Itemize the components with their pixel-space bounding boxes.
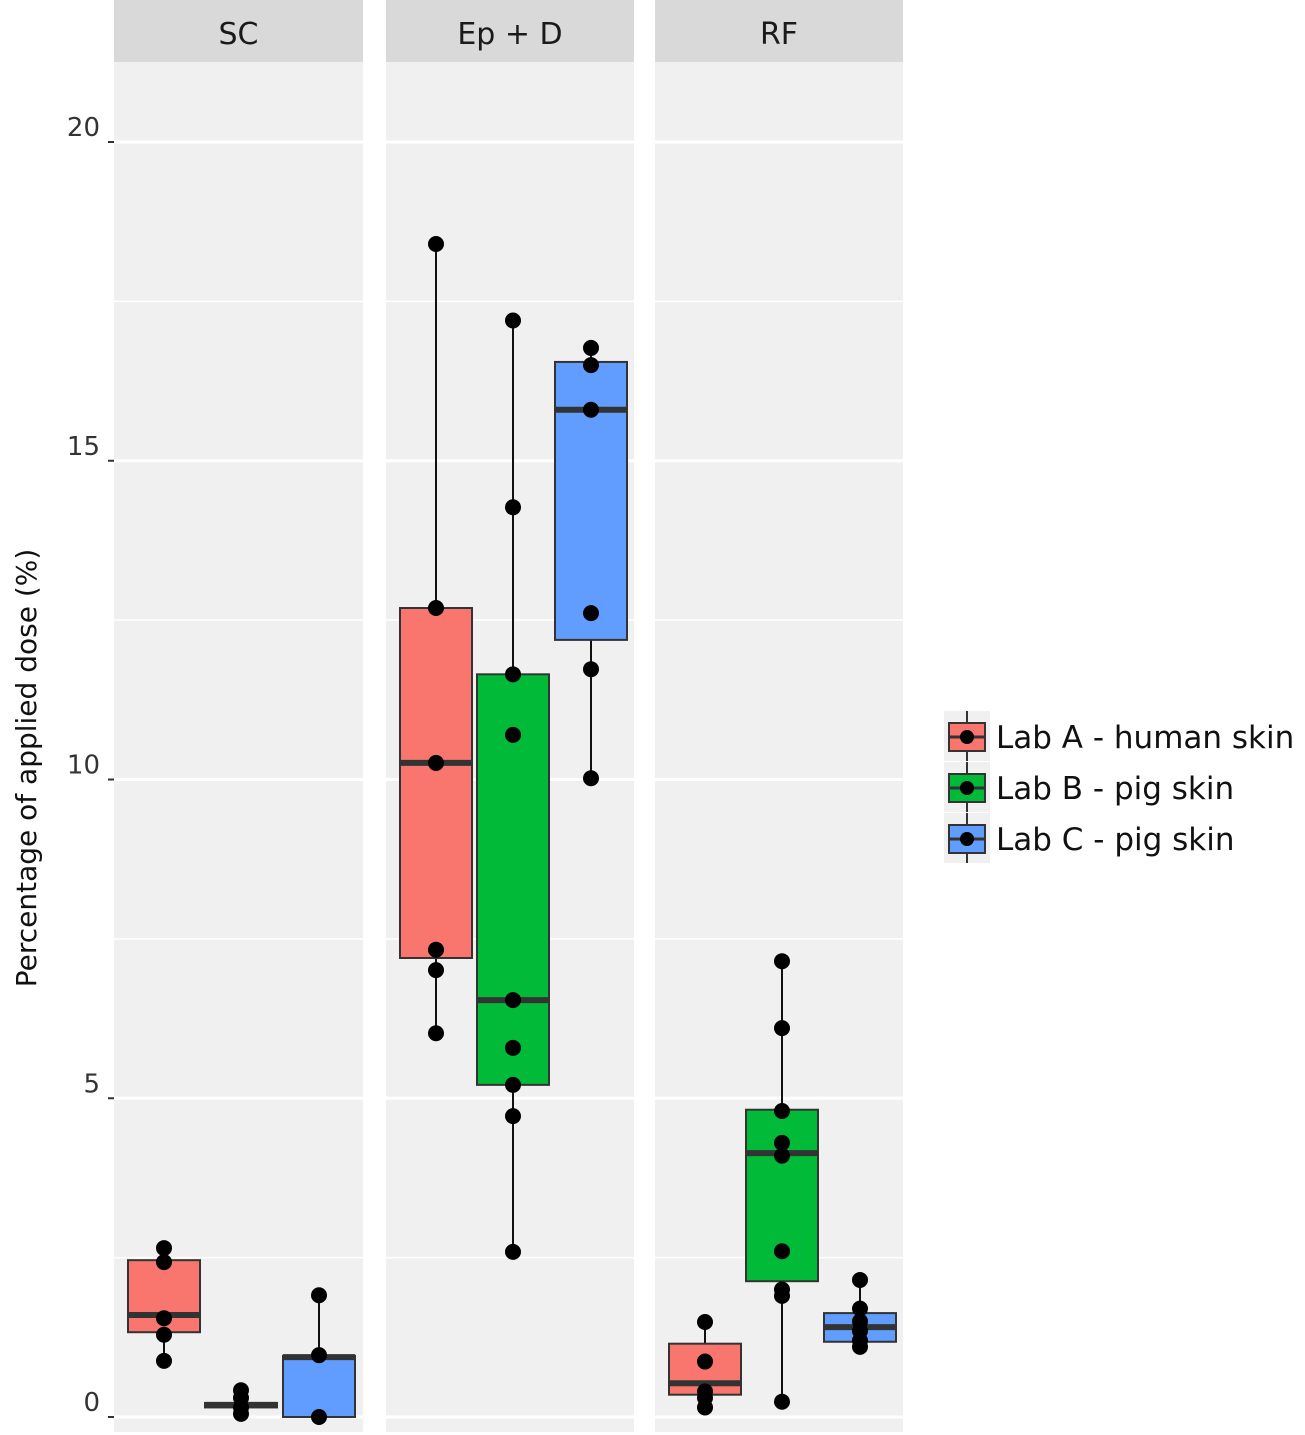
legend-key-point xyxy=(960,832,974,846)
data-point xyxy=(505,1039,521,1056)
legend-item: Lab C - pig skin xyxy=(944,813,1235,863)
legend-item: Lab B - pig skin xyxy=(944,762,1234,812)
data-point xyxy=(505,992,521,1009)
data-point xyxy=(311,1409,327,1425)
data-point xyxy=(774,953,790,970)
data-point xyxy=(774,1103,790,1119)
facet-label: SC xyxy=(219,17,259,52)
box-SC-2 xyxy=(282,1287,356,1425)
data-point xyxy=(852,1300,868,1317)
box-EpD-1 xyxy=(476,312,550,1260)
data-point xyxy=(583,401,599,418)
panel-background xyxy=(114,62,363,1432)
y-axis-label: Percentage of applied dose (%) xyxy=(10,549,43,988)
data-point xyxy=(505,1108,521,1125)
y-tick-label: 10 xyxy=(67,751,100,781)
y-tick-label: 0 xyxy=(83,1388,100,1418)
legend-key-point xyxy=(960,781,974,795)
data-point xyxy=(428,236,444,252)
data-point xyxy=(583,770,599,787)
data-point xyxy=(156,1254,172,1271)
box-iqr xyxy=(399,607,473,959)
data-point xyxy=(505,1076,521,1093)
data-point xyxy=(156,1240,172,1257)
facet-strip xyxy=(386,0,634,62)
data-point xyxy=(428,941,444,958)
data-point xyxy=(852,1271,868,1288)
y-tick-label: 15 xyxy=(67,432,100,462)
data-point xyxy=(774,1287,790,1304)
box-RF-0 xyxy=(668,1314,742,1416)
data-point xyxy=(774,1020,790,1037)
box-RF-1 xyxy=(745,953,819,1410)
data-point xyxy=(428,1025,444,1042)
facet-label: Ep + D xyxy=(457,17,562,52)
facet-strip xyxy=(655,0,903,62)
legend-item: Lab A - human skin xyxy=(944,711,1294,761)
data-point xyxy=(583,339,599,356)
legend-label: Lab A - human skin xyxy=(996,720,1294,756)
facet-strip xyxy=(114,0,363,62)
box-SC-0 xyxy=(127,1240,201,1369)
box-EpD-2 xyxy=(554,339,628,787)
data-point xyxy=(505,726,521,743)
data-point xyxy=(774,1147,790,1164)
box-SC-1 xyxy=(204,1382,278,1422)
data-point xyxy=(583,357,599,374)
data-point xyxy=(505,666,521,683)
data-point xyxy=(233,1405,249,1422)
data-point xyxy=(774,1393,790,1410)
data-point xyxy=(311,1287,327,1304)
data-point xyxy=(774,1134,790,1151)
data-point xyxy=(697,1314,713,1331)
data-point xyxy=(311,1347,327,1364)
data-point xyxy=(156,1326,172,1343)
data-point xyxy=(852,1338,868,1355)
box-EpD-0 xyxy=(399,236,473,1042)
data-point xyxy=(583,661,599,678)
data-point xyxy=(428,962,444,979)
box-iqr xyxy=(282,1354,356,1419)
data-point xyxy=(505,1243,521,1260)
data-point xyxy=(697,1353,713,1370)
data-point xyxy=(156,1310,172,1327)
data-point xyxy=(428,754,444,771)
data-point xyxy=(505,499,521,516)
data-point xyxy=(156,1352,172,1369)
y-tick-label: 20 xyxy=(67,113,100,143)
data-point xyxy=(583,605,599,622)
data-point xyxy=(505,312,521,329)
legend-label: Lab B - pig skin xyxy=(996,771,1234,807)
data-point xyxy=(428,600,444,617)
data-point xyxy=(774,1243,790,1260)
y-tick-label: 5 xyxy=(83,1069,100,1099)
data-point xyxy=(697,1399,713,1416)
facet-label: RF xyxy=(760,17,798,52)
legend-key-point xyxy=(960,730,974,744)
legend-label: Lab C - pig skin xyxy=(996,822,1235,858)
box-RF-2 xyxy=(823,1271,897,1355)
